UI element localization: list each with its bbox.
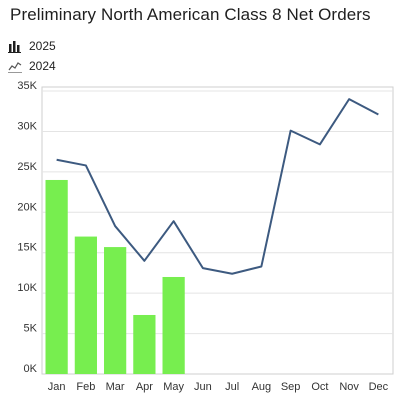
x-tick-label: Mar	[106, 381, 125, 393]
legend-label-2024: 2024	[29, 59, 56, 73]
y-tick-label: 20K	[17, 201, 37, 213]
y-tick-label: 0K	[24, 363, 38, 375]
chart-legend: 2025 2024	[8, 36, 56, 76]
bar-2025-feb	[74, 236, 97, 374]
legend-item-2025[interactable]: 2025	[8, 36, 56, 56]
y-tick-label: 35K	[17, 80, 37, 92]
x-tick-label: Nov	[339, 381, 359, 393]
y-tick-label: 10K	[17, 282, 37, 294]
bar-2025-may	[162, 276, 185, 374]
x-tick-label: Dec	[369, 381, 389, 393]
legend-item-2024[interactable]: 2024	[8, 56, 56, 76]
y-tick-label: 30K	[17, 120, 37, 132]
y-tick-label: 15K	[17, 242, 37, 254]
y-tick-label: 5K	[24, 323, 38, 335]
y-tick-label: 25K	[17, 161, 37, 173]
x-tick-label: Oct	[311, 381, 328, 393]
bar-2025-mar	[104, 247, 127, 374]
line-chart-icon	[8, 62, 22, 73]
plot-frame	[41, 86, 394, 375]
x-tick-label: Feb	[76, 381, 95, 393]
x-tick-label: May	[163, 381, 184, 393]
line-2024	[56, 98, 379, 275]
x-tick-label: Jul	[225, 381, 239, 393]
chart-title: Preliminary North American Class 8 Net O…	[10, 5, 371, 24]
bar-chart-icon	[8, 41, 21, 53]
x-tick-label: Aug	[252, 381, 272, 393]
x-tick-label: Jan	[48, 381, 66, 393]
legend-label-2025: 2025	[29, 39, 56, 53]
x-tick-label: Apr	[136, 381, 153, 393]
x-tick-label: Sep	[281, 381, 301, 393]
bar-2025-apr	[133, 314, 156, 374]
x-tick-label: Jun	[194, 381, 212, 393]
bar-2025-jan	[45, 179, 68, 374]
